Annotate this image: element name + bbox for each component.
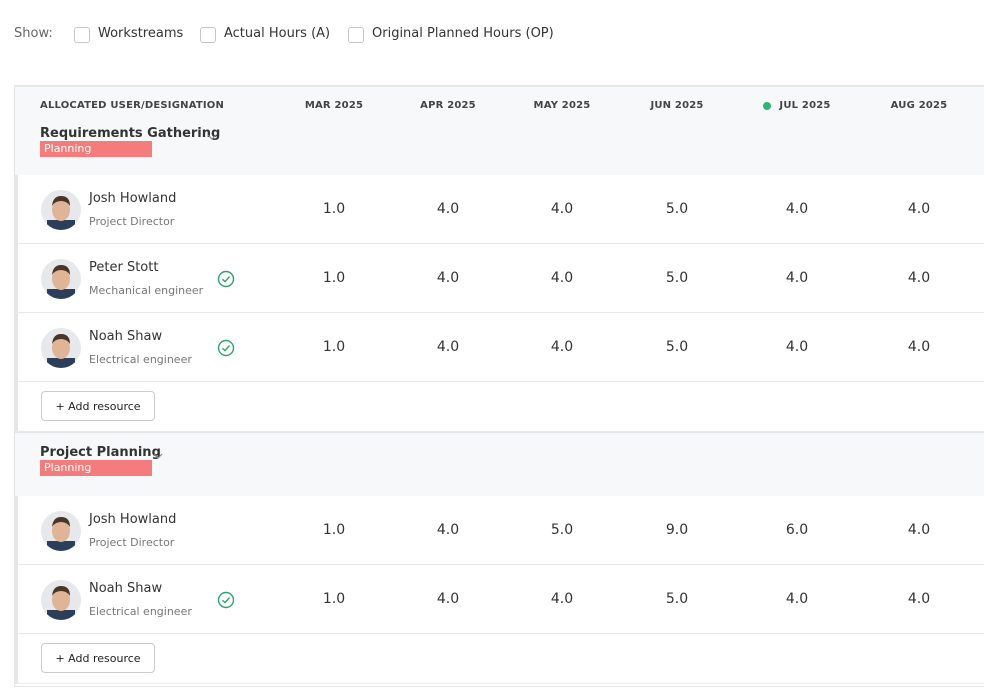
hours-value: 9.0 xyxy=(665,522,689,538)
column-header: JUN 2025 xyxy=(650,100,704,111)
group-name[interactable]: Project Planning xyxy=(40,445,161,460)
checkbox-label[interactable]: Original Planned Hours (OP) xyxy=(372,26,554,41)
column-header: JUL 2025 xyxy=(779,100,831,111)
user-name: Noah Shaw xyxy=(89,329,163,344)
hours-value: 1.0 xyxy=(322,270,346,286)
status-badge: Planning xyxy=(40,141,152,157)
user-name: Josh Howland xyxy=(89,191,177,206)
checkbox-label[interactable]: Workstreams xyxy=(98,26,184,41)
status-badge: Planning xyxy=(40,460,152,476)
hours-value: 6.0 xyxy=(785,522,809,538)
checkbox-label[interactable]: Actual Hours (A) xyxy=(224,26,331,41)
hours-value: 4.0 xyxy=(785,591,809,607)
table-row xyxy=(15,313,984,382)
verified-icon xyxy=(217,339,235,357)
hours-value: 5.0 xyxy=(665,201,689,217)
avatar xyxy=(41,328,81,368)
avatar xyxy=(41,259,81,299)
verified-icon xyxy=(217,591,235,609)
table-row xyxy=(15,244,984,313)
group-name[interactable]: Requirements Gathering xyxy=(40,126,221,141)
hours-value: 4.0 xyxy=(785,270,809,286)
add-row xyxy=(15,382,984,432)
checkbox[interactable] xyxy=(74,27,90,43)
hours-value: 4.0 xyxy=(907,201,931,217)
avatar xyxy=(41,190,81,230)
hours-value: 4.0 xyxy=(550,591,574,607)
hours-value: 4.0 xyxy=(436,201,460,217)
user-role: Project Director xyxy=(89,536,175,549)
add-row xyxy=(15,634,984,684)
checkbox[interactable] xyxy=(348,27,364,43)
group-header xyxy=(15,86,984,176)
current-month-dot xyxy=(763,102,771,110)
hours-value: 4.0 xyxy=(550,339,574,355)
hours-value: 5.0 xyxy=(665,591,689,607)
user-role: Electrical engineer xyxy=(89,353,192,366)
avatar xyxy=(41,580,81,620)
user-role: Project Director xyxy=(89,215,175,228)
column-header: AUG 2025 xyxy=(890,100,948,111)
user-role: Electrical engineer xyxy=(89,605,192,618)
hours-value: 4.0 xyxy=(785,339,809,355)
show-label: Show: xyxy=(14,26,53,41)
hours-value: 4.0 xyxy=(785,201,809,217)
checkbox[interactable] xyxy=(200,27,216,43)
chevron xyxy=(152,447,164,459)
add-resource-button[interactable]: + Add resource xyxy=(41,643,155,673)
hours-value: 4.0 xyxy=(436,591,460,607)
user-name: Josh Howland xyxy=(89,512,177,527)
hours-value: 4.0 xyxy=(907,522,931,538)
user-role: Mechanical engineer xyxy=(89,284,204,297)
add-resource-button[interactable]: + Add resource xyxy=(41,391,155,421)
hours-value: 4.0 xyxy=(436,270,460,286)
hours-value: 1.0 xyxy=(322,339,346,355)
table-border xyxy=(14,85,984,687)
hours-value: 4.0 xyxy=(907,270,931,286)
column-header: MAY 2025 xyxy=(533,100,591,111)
column-header: MAR 2025 xyxy=(304,100,364,111)
hours-value: 4.0 xyxy=(907,339,931,355)
hours-value: 4.0 xyxy=(550,270,574,286)
hours-value: 4.0 xyxy=(436,522,460,538)
hours-value: 4.0 xyxy=(436,339,460,355)
user-name: Peter Stott xyxy=(89,260,159,275)
hours-value: 5.0 xyxy=(550,522,574,538)
hours-value: 1.0 xyxy=(322,591,346,607)
group-header xyxy=(15,432,984,497)
avatar xyxy=(41,511,81,551)
table-row xyxy=(15,565,984,634)
hours-value: 5.0 xyxy=(665,270,689,286)
hours-value: 1.0 xyxy=(322,522,346,538)
table-row xyxy=(15,175,984,244)
hours-value: 1.0 xyxy=(322,201,346,217)
hours-value: 4.0 xyxy=(907,591,931,607)
table-row xyxy=(15,496,984,565)
column-header: ALLOCATED USER/DESIGNATION xyxy=(40,100,225,111)
chevron xyxy=(206,128,218,140)
verified-icon xyxy=(217,270,235,288)
column-header: APR 2025 xyxy=(420,100,476,111)
hours-value: 5.0 xyxy=(665,339,689,355)
user-name: Noah Shaw xyxy=(89,581,163,596)
hours-value: 4.0 xyxy=(550,201,574,217)
